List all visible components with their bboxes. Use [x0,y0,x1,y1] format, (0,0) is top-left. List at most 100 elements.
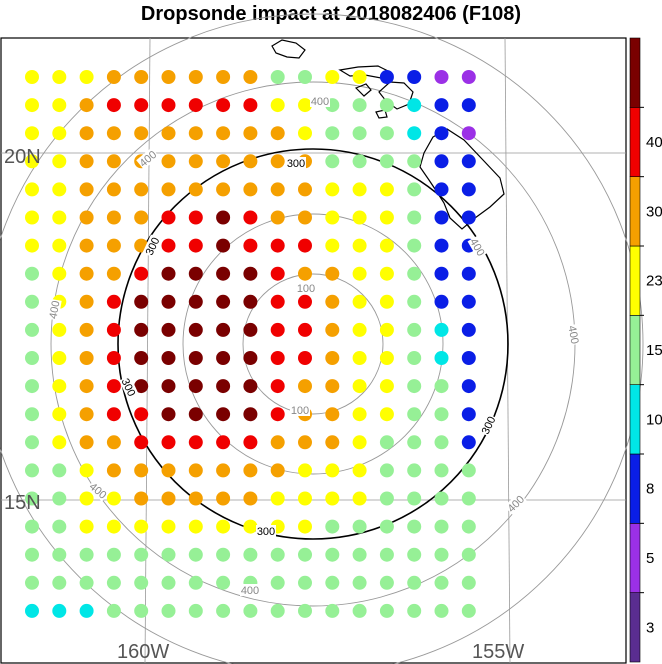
chart-title: Dropsonde impact at 2018082406 (F108) [141,3,521,25]
axis-labels: 20N 15N 160W 155W [4,146,524,663]
sonde-dot [106,322,121,337]
ring-label-bg [240,584,260,596]
sonde-dot [407,463,422,478]
sonde-dot [379,407,394,422]
sonde-dot [106,351,121,365]
sonde-dot [434,182,449,197]
map-frame [0,37,627,664]
ring-label-bg [296,282,316,294]
sonde-dot [188,519,203,534]
sonde-dot [161,407,176,422]
sonde-dot [25,491,39,506]
sonde-dot [52,98,67,113]
sonde-dot [106,379,121,394]
kahoolawe-island [375,109,388,119]
sonde-dot [106,435,121,450]
sonde-dot [188,98,203,113]
lon-label-160w: 160W [117,641,169,663]
ring-300 [117,148,509,540]
sonde-dot [161,491,176,506]
sonde-dot [298,351,312,365]
sonde-dot [243,210,258,225]
sonde-dot [52,351,67,365]
colorbar-label: 5 [646,550,654,567]
ring-label-bg [310,95,330,107]
sonde-dot [243,98,258,113]
sonde-dot [161,379,176,394]
sonde-dot [243,126,258,141]
sonde-dot [352,575,367,590]
sonde-dot [106,463,121,478]
sonde-dot [325,70,340,84]
sonde-dot [106,547,121,562]
sonde-dot [216,407,231,422]
sonde-dot [325,379,340,394]
sonde-dot [79,547,94,562]
colorbar-label: 3 [646,619,654,636]
sonde-dot [407,210,422,225]
sonde-dot [352,154,367,169]
sonde-dot [188,154,203,169]
sonde-dot [270,463,285,478]
sonde-dot [25,154,39,169]
sonde-dot [352,435,367,450]
sonde-dot [407,294,422,309]
sonde-dot [461,70,476,84]
sonde-dot [79,603,94,618]
sonde-dot [407,547,422,562]
ring-label: 400 [48,300,63,320]
sonde-dot [79,575,94,590]
sonde-dot [434,126,449,141]
sonde-dot [79,98,94,113]
sonde-dot [25,266,39,281]
sonde-dot [298,519,312,534]
sonde-dot [52,322,67,337]
ring-200 [182,213,444,475]
sonde-dot [270,322,285,337]
sonde-dot [352,182,367,197]
oahu-island [271,39,306,59]
map-area: 1001003003003003003004004004004004004004… [0,13,644,664]
ring-label-bg [504,492,527,515]
sonde-dot [325,210,340,225]
sonde-dot [379,70,394,84]
sonde-dot [352,266,367,281]
sonde-dot [270,351,285,365]
lanai-island [354,83,372,97]
sonde-dot [379,351,394,365]
sonde-dot [407,575,422,590]
sonde-dot [106,491,121,506]
sonde-dot [106,603,121,618]
sonde-dot [79,182,94,197]
sonde-dot [379,575,394,590]
sonde-dot [52,575,67,590]
sonde-dot [407,351,422,365]
sonde-dot [134,547,149,562]
sonde-dot [52,70,67,84]
sonde-dot [461,154,476,169]
sonde-dot [434,435,449,450]
sonde-dot [461,407,476,422]
sonde-dot [243,379,258,394]
sonde-dot [270,407,285,422]
sonde-dot [52,407,67,422]
ring-label: 400 [241,585,259,597]
sonde-dot [134,603,149,618]
sonde-dot [134,491,149,506]
ring-label-bg [467,235,488,259]
sonde-dot [216,435,231,450]
sonde-dot [106,154,121,169]
sonde-dot [134,210,149,225]
sonde-dot [243,182,258,197]
sonde-dot [434,379,449,394]
sonde-dot [298,294,312,309]
sonde-dot [25,98,39,113]
sonde-dot [25,575,39,590]
sonde-dot [216,491,231,506]
sonde-dot [298,463,312,478]
sonde-dot [188,126,203,141]
colorbar-label: 30 [646,203,662,220]
sonde-dot [379,98,394,113]
sonde-dot [79,351,94,365]
sonde-dot [79,519,94,534]
